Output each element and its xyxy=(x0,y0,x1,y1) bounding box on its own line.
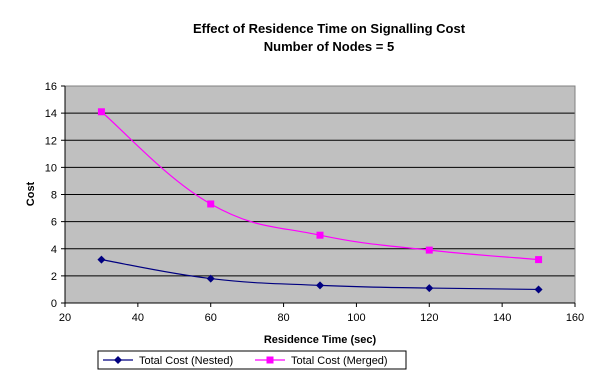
y-axis-label: Cost xyxy=(25,181,37,206)
data-point xyxy=(207,200,215,208)
data-point xyxy=(425,284,434,293)
legend-marker xyxy=(114,356,122,364)
x-axis-ticks: 20 40 60 80 100 120 140 160 xyxy=(59,303,584,324)
chart-subtitle: Number of Nodes = 5 xyxy=(264,39,394,54)
data-point xyxy=(535,256,543,264)
legend-box xyxy=(97,350,407,370)
x-axis-label: Residence Time (sec) xyxy=(264,334,377,346)
x-tick-label: 140 xyxy=(493,312,511,324)
y-tick-label: 8 xyxy=(51,190,57,202)
legend-item: Total Cost (Merged) xyxy=(255,355,388,367)
legend-label: Total Cost (Nested) xyxy=(139,355,233,367)
y-tick-label: 14 xyxy=(45,108,57,120)
x-tick-label: 80 xyxy=(277,312,289,324)
y-tick-label: 10 xyxy=(45,162,57,174)
chart-title: Effect of Residence Time on Signalling C… xyxy=(193,21,466,36)
x-tick-label: 60 xyxy=(205,312,217,324)
y-tick-label: 0 xyxy=(51,298,57,310)
x-tick-label: 120 xyxy=(420,312,438,324)
x-tick-label: 40 xyxy=(132,312,144,324)
legend: Total Cost (Nested) Total Cost (Merged) xyxy=(97,350,407,370)
y-tick-label: 12 xyxy=(45,135,57,147)
y-axis-ticks: 0 2 4 6 8 10 12 14 16 xyxy=(45,81,65,310)
data-point xyxy=(316,281,324,290)
data-point xyxy=(97,108,105,116)
y-tick-label: 2 xyxy=(51,271,57,283)
legend-item: Total Cost (Nested) xyxy=(103,355,233,367)
data-point xyxy=(425,246,433,254)
y-tick-label: 16 xyxy=(45,81,57,93)
data-point xyxy=(97,255,106,264)
series-layer xyxy=(97,108,543,294)
legend-label: Total Cost (Merged) xyxy=(291,355,388,367)
series-nested xyxy=(97,255,543,294)
x-tick-label: 20 xyxy=(59,312,71,324)
legend-marker xyxy=(266,356,274,364)
data-point xyxy=(316,231,324,239)
y-tick-label: 4 xyxy=(51,244,57,256)
x-tick-label: 160 xyxy=(566,312,584,324)
y-tick-label: 6 xyxy=(51,217,57,229)
data-point xyxy=(206,274,215,283)
data-point xyxy=(534,285,543,294)
series-merged xyxy=(97,108,543,264)
x-tick-label: 100 xyxy=(347,312,365,324)
